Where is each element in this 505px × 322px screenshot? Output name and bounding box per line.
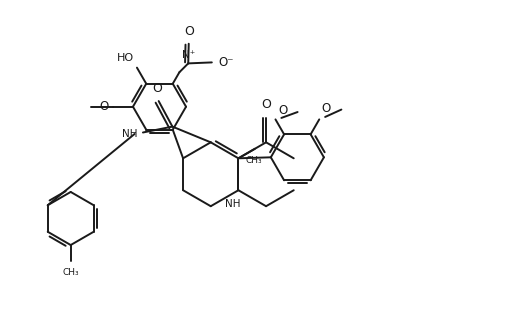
Text: NH: NH [121, 129, 137, 139]
Text: HO: HO [117, 53, 134, 63]
Text: O: O [153, 82, 162, 95]
Text: O: O [321, 102, 330, 116]
Text: CH₃: CH₃ [62, 268, 79, 277]
Text: O: O [261, 99, 271, 111]
Text: O⁻: O⁻ [218, 56, 233, 69]
Text: NH: NH [224, 199, 240, 209]
Text: O: O [183, 25, 193, 38]
Text: O: O [277, 104, 287, 117]
Text: CH₃: CH₃ [245, 156, 262, 165]
Text: O: O [98, 100, 108, 113]
Text: N⁺: N⁺ [182, 50, 195, 60]
